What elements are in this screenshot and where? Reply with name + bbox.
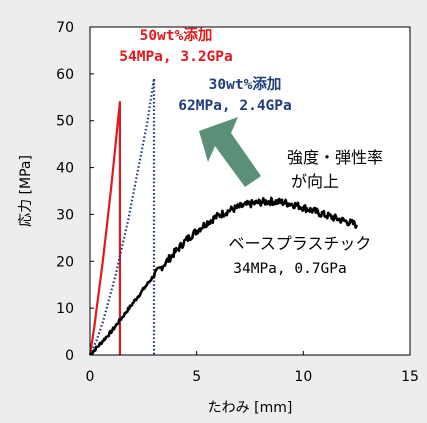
series-line-2 bbox=[88, 196, 358, 356]
series-layer bbox=[88, 77, 358, 356]
annotation-30wt-values: 62MPa, 2.4GPa bbox=[178, 98, 292, 114]
y-tick-label-0: 0 bbox=[65, 348, 74, 364]
annotation-improvement-line2: が向上 bbox=[291, 172, 339, 191]
y-tick-label-4: 40 bbox=[56, 161, 74, 177]
y-axis-label: 応力 [MPa] bbox=[18, 155, 34, 227]
y-tick-label-1: 10 bbox=[56, 301, 74, 317]
y-tick-label-3: 30 bbox=[56, 207, 74, 223]
x-axis-label: たわみ [mm] bbox=[208, 400, 293, 416]
y-tick-label-6: 60 bbox=[56, 67, 74, 83]
annotation-50wt-title: 50wt%添加 bbox=[140, 26, 213, 44]
annotation-improvement-line1: 強度・弾性率 bbox=[287, 148, 383, 167]
annotation-30wt-title: 30wt%添加 bbox=[209, 75, 282, 93]
y-tick-label-2: 20 bbox=[56, 254, 74, 270]
y-tick-label-5: 50 bbox=[56, 114, 74, 130]
annotation-base-values: 34MPa, 0.7GPa bbox=[233, 261, 347, 277]
tick-layer: 0 5 10 15 0 10 20 30 40 50 60 70 bbox=[56, 20, 419, 385]
annotation-base-title: ベースプラスチック bbox=[229, 234, 372, 253]
x-tick-label-1: 5 bbox=[192, 369, 201, 385]
series-line-1 bbox=[88, 77, 156, 356]
x-tick-label-3: 15 bbox=[401, 369, 419, 385]
series-line-0 bbox=[88, 100, 122, 356]
annotation-50wt-values: 54MPa, 3.2GPa bbox=[119, 49, 233, 65]
plot-frame bbox=[89, 26, 411, 356]
x-tick-label-0: 0 bbox=[86, 369, 95, 385]
y-tick-label-7: 70 bbox=[56, 20, 74, 36]
plot-area bbox=[90, 27, 410, 355]
improvement-arrow bbox=[199, 117, 261, 187]
x-tick-label-2: 10 bbox=[294, 369, 312, 385]
